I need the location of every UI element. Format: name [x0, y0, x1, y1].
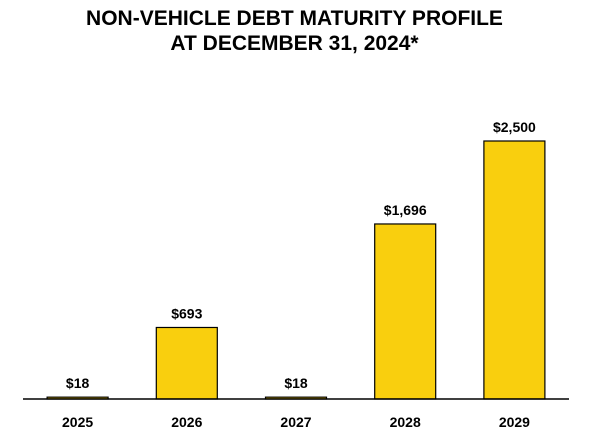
data-label-2028: $1,696 [384, 202, 427, 218]
data-label-2025: $18 [66, 375, 90, 391]
bars-group [46, 140, 546, 400]
chart-title-line-2: AT DECEMBER 31, 2024* [170, 32, 419, 55]
x-tick-label-2025: 2025 [62, 414, 93, 430]
data-label-2029: $2,500 [493, 119, 536, 135]
data-labels-group: $18 $693 $18 $1,696 $2,500 [66, 119, 536, 391]
bar-2029 [483, 140, 546, 400]
x-tick-label-2027: 2027 [280, 414, 311, 430]
bar-2028 [374, 223, 437, 400]
data-label-2027: $18 [284, 375, 308, 391]
data-label-2026: $693 [171, 305, 202, 321]
x-tick-label-2026: 2026 [171, 414, 202, 430]
x-tick-label-2028: 2028 [390, 414, 421, 430]
bar-2026 [155, 326, 218, 400]
x-tick-labels-group: 2025 2026 2027 2028 2029 [62, 414, 530, 430]
x-tick-label-2029: 2029 [499, 414, 530, 430]
chart-title-line-1: NON-VEHICLE DEBT MATURITY PROFILE [86, 7, 503, 30]
chart-title: NON-VEHICLE DEBT MATURITY PROFILE AT DEC… [0, 6, 589, 56]
